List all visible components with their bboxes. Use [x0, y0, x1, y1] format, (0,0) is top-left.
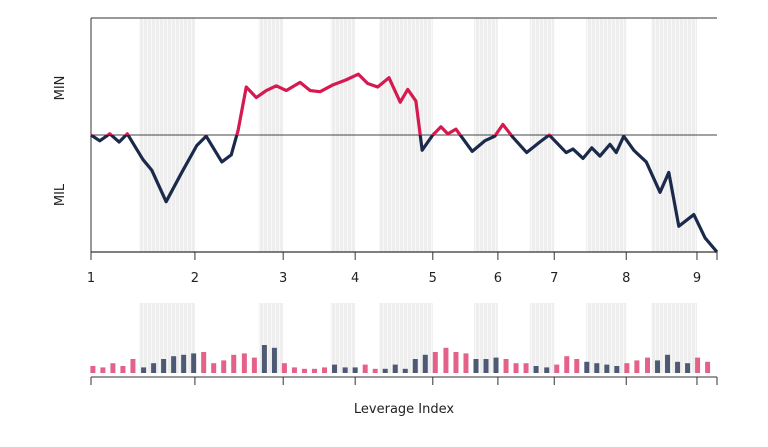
bar [645, 357, 651, 373]
bar [503, 359, 509, 373]
bar [291, 367, 297, 373]
x-tick-label: 2 [191, 271, 199, 286]
bar [171, 356, 177, 373]
bar [634, 360, 640, 373]
bar [231, 354, 237, 373]
x-tick-label: 6 [494, 271, 502, 286]
bar [412, 359, 418, 373]
bar [564, 356, 570, 373]
bar [422, 354, 428, 373]
bar [523, 363, 529, 373]
bar [594, 363, 600, 373]
x-tick-label: 4 [351, 271, 359, 286]
bar [432, 352, 438, 373]
bar [604, 364, 610, 373]
bar [614, 366, 620, 373]
bands [139, 18, 697, 373]
bar [392, 364, 398, 373]
bar [533, 366, 539, 373]
band [474, 303, 498, 373]
bar [483, 359, 489, 373]
bar [90, 366, 96, 373]
bar [352, 367, 358, 373]
bar [181, 354, 187, 373]
y-label-bottom: MIL [53, 183, 68, 206]
bar [463, 353, 469, 373]
bar [513, 363, 519, 373]
bar [554, 364, 560, 373]
x-axis-label: Leverage Index [354, 402, 454, 417]
bar [685, 363, 691, 373]
bar [402, 368, 408, 373]
bar [151, 363, 157, 373]
bar [141, 367, 147, 373]
x-tick-label: 7 [550, 271, 558, 286]
bar [221, 360, 227, 373]
bar [705, 361, 711, 373]
x-tick-label: 9 [693, 271, 701, 286]
bar [301, 368, 307, 373]
bar [493, 357, 499, 373]
bar [473, 359, 479, 373]
y-label-top: MIN [53, 76, 68, 101]
bar [191, 353, 197, 373]
x-tick-label: 5 [429, 271, 437, 286]
bar [281, 363, 287, 373]
bar [544, 367, 550, 373]
bar [161, 359, 167, 373]
bar [321, 367, 327, 373]
bar [342, 367, 348, 373]
bar [443, 347, 449, 373]
bar [130, 359, 136, 373]
band [330, 303, 356, 373]
bar [120, 366, 126, 373]
bar [110, 363, 116, 373]
bar [362, 364, 368, 373]
bar [655, 360, 661, 373]
line-below [90, 135, 719, 254]
bar [372, 368, 378, 373]
bar [382, 368, 388, 373]
bar [241, 353, 247, 373]
band [139, 303, 195, 373]
bar [261, 345, 267, 373]
line-above [91, 72, 625, 135]
x-tick-label: 3 [279, 271, 287, 286]
bar [453, 352, 459, 373]
bar [201, 352, 207, 373]
x-tick-label: 8 [622, 271, 630, 286]
bar [311, 368, 317, 373]
bar [584, 361, 590, 373]
bar [271, 347, 277, 373]
band [529, 303, 555, 373]
bar [695, 357, 701, 373]
bar [211, 363, 217, 373]
bar [332, 364, 338, 373]
bar [574, 359, 580, 373]
bar [665, 354, 671, 373]
x-tick-label: 1 [87, 271, 95, 286]
bar [624, 363, 630, 373]
band [586, 303, 627, 373]
bar [100, 367, 106, 373]
bar [251, 357, 257, 373]
bar [675, 361, 681, 373]
